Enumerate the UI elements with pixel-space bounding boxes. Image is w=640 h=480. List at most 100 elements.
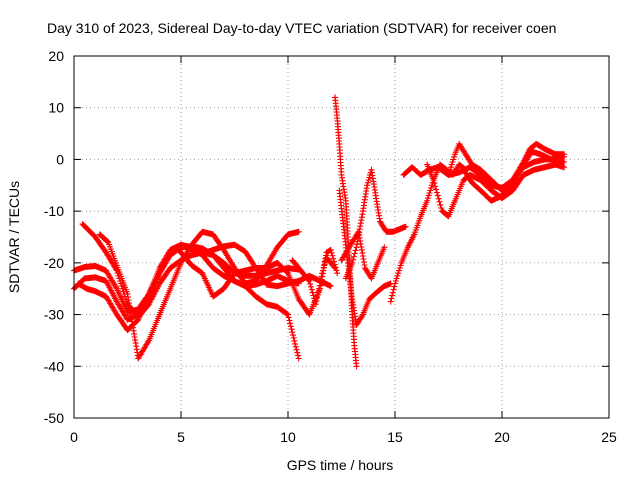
data-point-marker — [330, 255, 337, 262]
data-point-marker — [309, 289, 316, 296]
chart-title: Day 310 of 2023, Sidereal Day-to-day VTE… — [47, 20, 556, 36]
data-point-marker — [308, 283, 314, 290]
data-point-marker — [285, 314, 292, 321]
series-trace-13 — [400, 156, 568, 191]
data-point-marker — [289, 329, 296, 336]
data-point-marker — [353, 363, 360, 370]
data-point-marker — [432, 183, 439, 190]
y-tick-label: -30 — [44, 307, 64, 323]
data-point-marker — [392, 278, 399, 284]
data-point-marker — [286, 317, 293, 324]
data-point-marker — [328, 249, 335, 256]
data-point-marker — [318, 276, 324, 283]
data-point-marker — [295, 352, 301, 359]
data-point-marker — [351, 250, 358, 257]
y-tick-label: -20 — [44, 255, 64, 271]
data-point-marker — [310, 292, 317, 299]
data-point-marker — [357, 237, 364, 244]
data-point-marker — [433, 186, 440, 193]
data-point-marker — [434, 192, 441, 199]
data-point-marker — [561, 153, 568, 160]
x-tick-labels: 0 5 10 15 20 25 — [70, 429, 617, 445]
y-tick-label: -50 — [44, 410, 64, 426]
data-point-marker — [350, 253, 357, 260]
data-point-marker — [450, 156, 457, 163]
data-point-marker — [357, 223, 364, 230]
data-point-marker — [433, 189, 440, 196]
series-line — [390, 164, 466, 302]
data-point-marker — [290, 332, 296, 339]
data-point-marker — [396, 265, 403, 271]
data-point-marker — [436, 198, 443, 205]
series-trace-8 — [332, 94, 360, 370]
data-point-marker — [561, 159, 568, 165]
series-trace-5 — [96, 228, 302, 362]
data-point-marker — [435, 195, 442, 202]
data-point-marker — [292, 343, 299, 350]
data-point-marker — [314, 295, 321, 301]
plot-frame — [73, 55, 610, 419]
data-point-marker — [132, 337, 139, 344]
data-point-marker — [285, 311, 291, 318]
data-point-marker — [358, 246, 365, 253]
data-point-marker — [391, 283, 398, 290]
data-point-marker — [331, 264, 338, 270]
data-point-marker — [389, 292, 396, 299]
y-tick-label: 0 — [56, 151, 64, 167]
data-point-marker — [284, 311, 291, 317]
data-point-marker — [290, 335, 297, 341]
data-point-marker — [313, 298, 320, 305]
data-point-marker — [389, 289, 396, 296]
data-point-marker — [431, 180, 438, 187]
data-point-marker — [145, 338, 152, 345]
y-tick-label: 20 — [48, 48, 64, 64]
y-axis-title: SDTVAR / TECUs — [6, 181, 22, 293]
data-point-marker — [396, 267, 402, 274]
data-point-marker — [349, 259, 356, 266]
data-point-marker — [127, 306, 133, 313]
data-point-marker — [359, 312, 366, 319]
data-point-marker — [319, 270, 326, 277]
data-point-marker — [312, 301, 319, 308]
data-point-marker — [350, 256, 357, 263]
data-point-marker — [327, 246, 334, 253]
data-point-marker — [393, 275, 400, 282]
x-tick-label: 25 — [601, 429, 617, 445]
y-tick-labels: -50 -40 -30 -20 -10 0 10 20 — [44, 48, 64, 426]
data-point-marker — [327, 283, 334, 290]
data-point-marker — [430, 177, 437, 184]
data-point-marker — [306, 278, 313, 284]
data-point-marker — [352, 247, 359, 254]
data-point-marker — [425, 192, 432, 199]
data-point-marker — [315, 288, 322, 295]
data-point-marker — [287, 320, 294, 327]
data-point-marker — [318, 273, 325, 280]
data-point-marker — [317, 279, 324, 286]
y-tick-label: -40 — [44, 358, 64, 374]
data-point-marker — [358, 214, 365, 221]
data-point-marker — [295, 228, 302, 235]
data-point-marker — [320, 265, 327, 271]
data-point-marker — [288, 326, 295, 333]
data-point-marker — [446, 169, 453, 176]
data-point-marker — [334, 270, 341, 277]
x-axis-title: GPS time / hours — [287, 457, 394, 473]
data-point-marker — [365, 177, 372, 184]
data-point-marker — [402, 223, 409, 230]
data-point-marker — [316, 285, 322, 292]
data-point-marker — [329, 252, 336, 259]
series-trace-7 — [289, 254, 339, 308]
data-point-marker — [113, 284, 119, 291]
data-point-marker — [332, 265, 339, 271]
data-point-marker — [390, 286, 397, 293]
data-point-marker — [364, 182, 371, 189]
data-point-marker — [387, 298, 394, 305]
data-point-marker — [291, 337, 298, 344]
x-tick-label: 20 — [494, 429, 510, 445]
series-trace-16 — [460, 148, 568, 204]
data-point-marker — [448, 161, 455, 168]
tick-marks — [73, 55, 610, 419]
data-point-marker — [424, 195, 431, 202]
data-point-marker — [307, 280, 314, 287]
